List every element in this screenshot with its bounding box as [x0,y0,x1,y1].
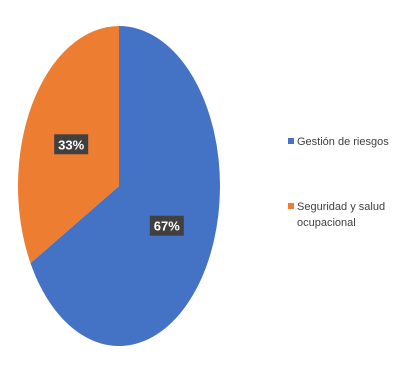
data-label-text: 33% [58,137,84,152]
pie-slices [18,26,220,346]
pie-slice-gestion-de-riesgos [30,26,220,346]
legend-swatch [288,138,294,144]
data-label-1: 33% [54,134,89,155]
data-labels: 67% 33% [54,134,184,236]
legend: Gestión de riesgos Seguridad y salud ocupa… [288,136,389,229]
legend-label: ocupacional [297,217,356,229]
data-label-0: 67% [149,215,184,236]
legend-label: Gestión de riesgos [297,136,389,148]
data-label-box [54,134,89,155]
legend-label: Seguridad y salud [297,201,385,213]
legend-item-1: Seguridad y salud ocupacional [288,201,385,229]
data-label-box [149,215,184,236]
legend-swatch [288,203,294,209]
data-label-text: 67% [154,219,180,234]
legend-item-0: Gestión de riesgos [288,136,389,148]
